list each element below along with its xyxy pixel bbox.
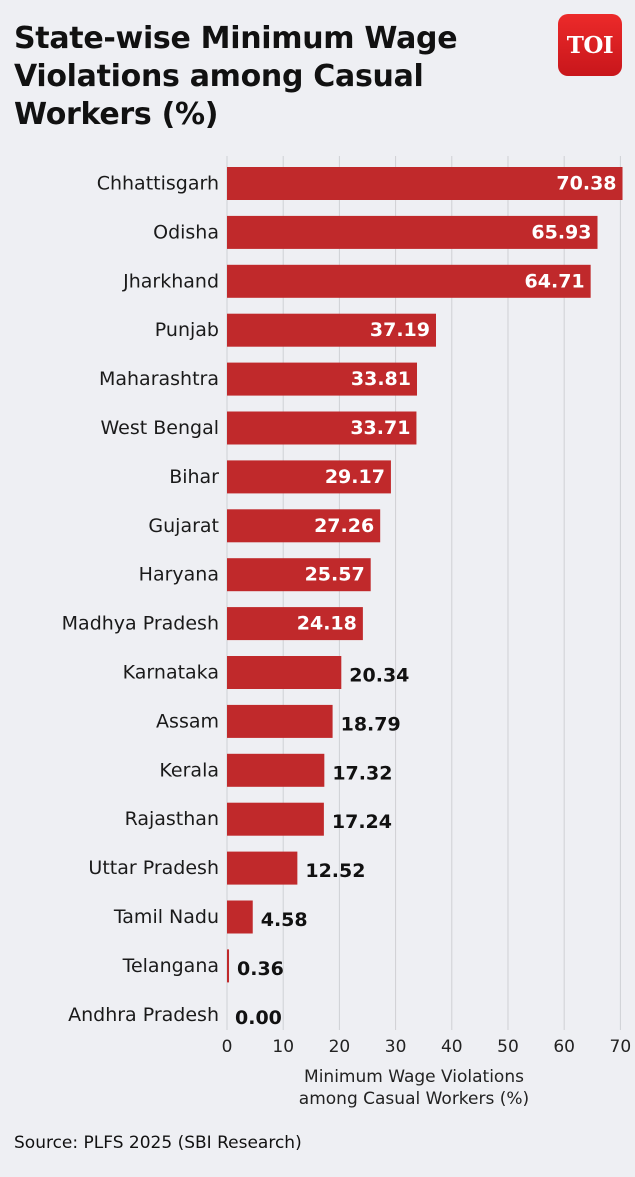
category-label: Jharkhand xyxy=(122,270,219,292)
category-label: Haryana xyxy=(139,564,219,586)
value-label: 33.71 xyxy=(350,417,410,439)
category-label: Tamil Nadu xyxy=(113,906,219,928)
bar xyxy=(227,753,325,787)
bar xyxy=(227,460,391,494)
category-label: Rajasthan xyxy=(125,808,219,830)
category-label: Kerala xyxy=(159,759,219,781)
bar xyxy=(227,656,342,689)
x-tick-label: 0 xyxy=(222,1037,233,1057)
value-label: 25.57 xyxy=(305,564,365,586)
category-label: Uttar Pradesh xyxy=(88,857,219,879)
toi-logo: TOI xyxy=(558,14,622,76)
bar xyxy=(227,607,363,641)
value-label: 20.34 xyxy=(349,665,409,687)
value-label: 29.17 xyxy=(325,466,385,488)
x-axis-title: among Casual Workers (%) xyxy=(299,1089,529,1109)
value-label: 64.71 xyxy=(525,270,585,292)
category-label: Gujarat xyxy=(148,515,219,537)
value-label: 33.81 xyxy=(351,368,411,390)
x-tick-label: 70 xyxy=(610,1037,632,1057)
value-label: 12.52 xyxy=(305,860,365,882)
value-label: 0.00 xyxy=(235,1007,282,1029)
category-label: Madhya Pradesh xyxy=(62,613,219,635)
category-label: Assam xyxy=(156,710,219,732)
value-label: 70.38 xyxy=(556,173,616,195)
x-tick-label: 10 xyxy=(272,1037,294,1057)
category-label: West Bengal xyxy=(101,417,220,439)
x-tick-label: 60 xyxy=(553,1037,575,1057)
logo-text: TOI xyxy=(566,31,614,59)
value-label: 37.19 xyxy=(370,319,430,341)
chart-title: State-wise Minimum Wage Violations among… xyxy=(14,21,458,132)
bar xyxy=(227,949,230,983)
value-label: 0.36 xyxy=(237,958,284,980)
bar xyxy=(227,167,623,200)
bar xyxy=(227,900,253,934)
value-label: 65.93 xyxy=(531,221,591,243)
value-label: 24.18 xyxy=(297,613,357,635)
category-label: Punjab xyxy=(155,319,219,341)
bar xyxy=(227,215,598,249)
category-label: Maharashtra xyxy=(99,368,219,390)
bar xyxy=(227,264,591,298)
value-label: 18.79 xyxy=(341,713,401,735)
value-label: 17.24 xyxy=(332,811,392,833)
x-tick-label: 30 xyxy=(385,1037,407,1057)
bar-chart: 0 10 20 30 40 50 60 70 Chhattisgarh 70.38 Odisha 65… xyxy=(62,156,632,1109)
category-label: Andhra Pradesh xyxy=(68,1004,219,1026)
x-tick-label: 40 xyxy=(441,1037,463,1057)
value-label: 27.26 xyxy=(314,515,374,537)
bar xyxy=(227,802,324,836)
category-label: Telangana xyxy=(122,955,219,977)
x-tick-label: 50 xyxy=(497,1037,519,1057)
x-tick-label: 20 xyxy=(329,1037,351,1057)
bar xyxy=(227,509,381,543)
category-label: Bihar xyxy=(169,466,219,488)
bar xyxy=(227,704,333,738)
category-label: Karnataka xyxy=(123,662,219,684)
source-note: Source: PLFS 2025 (SBI Research) xyxy=(14,1133,302,1153)
bar xyxy=(227,558,371,592)
bar xyxy=(227,411,417,445)
bar xyxy=(227,313,436,347)
bar xyxy=(227,851,298,885)
bar xyxy=(227,362,418,396)
category-label: Chhattisgarh xyxy=(97,173,219,195)
value-label: 4.58 xyxy=(261,909,308,931)
category-label: Odisha xyxy=(153,221,219,243)
value-label: 17.32 xyxy=(332,762,392,784)
x-axis-title: Minimum Wage Violations xyxy=(304,1067,524,1087)
